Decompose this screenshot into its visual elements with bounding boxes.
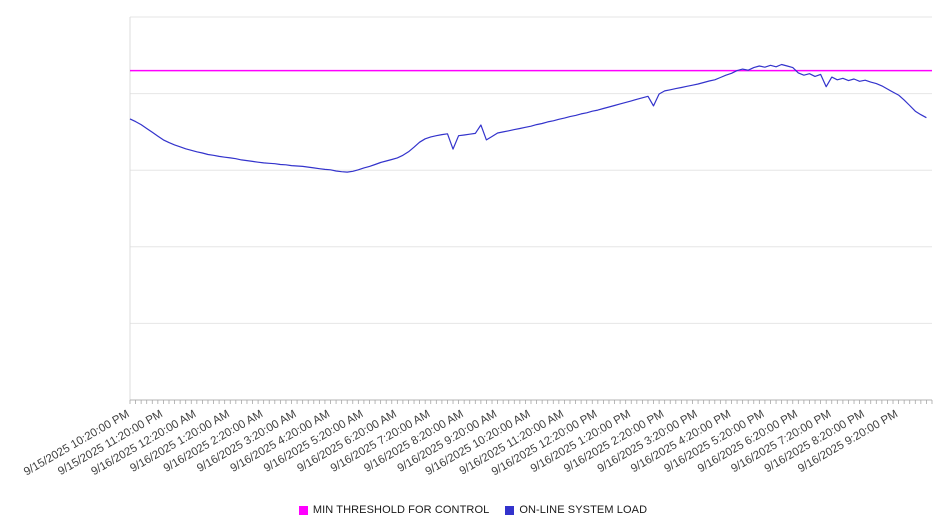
gridlines [130,16,932,324]
legend-swatch-min-threshold-icon [298,505,308,515]
legend-item-online-system-load[interactable]: ON-LINE SYSTEM LOAD [505,504,647,516]
legend-swatch-online-system-load-icon [505,505,515,515]
legend-label-online-system-load: ON-LINE SYSTEM LOAD [519,504,648,516]
series-line-online-system-load [129,63,927,173]
legend-label-min-threshold: MIN THRESHOLD FOR CONTROL [312,504,490,516]
legend-item-min-threshold[interactable]: MIN THRESHOLD FOR CONTROL [298,504,490,516]
x-axis-labels: 9/15/2025 10:20:00 PM9/15/2025 11:20:00 … [22,408,900,478]
x-axis-ticks [129,400,933,404]
chart-legend: MIN THRESHOLD FOR CONTROL ON-LINE SYSTEM… [0,504,946,516]
